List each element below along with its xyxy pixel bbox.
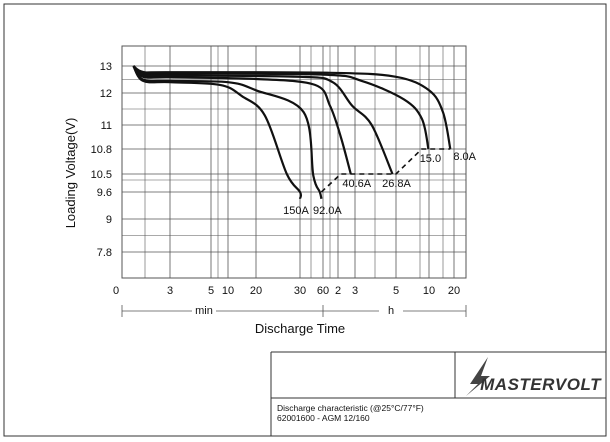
x-axis-title: Discharge Time — [255, 321, 345, 336]
x-tick-label: 10 — [423, 285, 435, 297]
unit-label-bg — [379, 304, 403, 317]
series-label: 150A — [283, 205, 309, 217]
x-tick-label: 2 — [335, 285, 341, 297]
x-tick-label: 3 — [352, 285, 358, 297]
chart-caption-line-1: Discharge characteristic (@25°C/77°F) — [277, 403, 424, 413]
x-tick-label: 3 — [167, 285, 173, 297]
discharge-curve-268a — [132, 65, 394, 175]
series-label: 26.8A — [382, 178, 411, 190]
chart-caption-line-2: 62001600 - AGM 12/160 — [277, 413, 370, 423]
unit-label-h: h — [388, 305, 394, 317]
discharge-curve-920a — [132, 65, 323, 200]
y-tick-label: 9 — [106, 214, 112, 226]
y-tick-label: 7.8 — [97, 247, 112, 259]
x-tick-label: 20 — [448, 285, 460, 297]
discharge-curve-150 — [132, 65, 430, 150]
x-tick-label: 30 — [294, 285, 306, 297]
x-tick-label: 10 — [222, 285, 234, 297]
y-tick-label: 13 — [100, 61, 112, 73]
plot-border — [121, 45, 467, 279]
x-tick-label: 5 — [393, 285, 399, 297]
y-tick-label: 11 — [101, 120, 112, 132]
page-frame — [3, 3, 607, 437]
series-label: 8.0A — [453, 151, 476, 163]
y-tick-label: 10.5 — [91, 169, 112, 181]
x-tick-label: 60 — [317, 285, 329, 297]
y-axis-title: Loading Voltage(V) — [63, 118, 78, 229]
y-tick-label: 9.6 — [97, 187, 112, 199]
x-tick-label: 0 — [113, 285, 119, 297]
cutoff-voltage-line — [320, 148, 451, 193]
mastervolt-logo-icon — [466, 357, 490, 396]
y-tick-label: 10.8 — [91, 144, 112, 156]
unit-label-bg — [192, 304, 216, 317]
discharge-curve-150a — [132, 65, 303, 200]
discharge-curve-406a — [132, 65, 352, 175]
unit-label-min: min — [195, 305, 213, 317]
title-block: MASTERVOLT Discharge characteristic (@25… — [270, 351, 606, 436]
x-tick-label: 5 — [208, 285, 214, 297]
brand-logo: MASTERVOLT — [480, 375, 602, 394]
x-tick-label: 20 — [250, 285, 262, 297]
series-label: 92.0A — [313, 205, 342, 217]
series-label: 15.0 — [420, 153, 441, 165]
discharge-curve-80a — [132, 65, 452, 150]
series-label: 40.6A — [342, 178, 371, 190]
y-tick-label: 12 — [100, 88, 112, 100]
